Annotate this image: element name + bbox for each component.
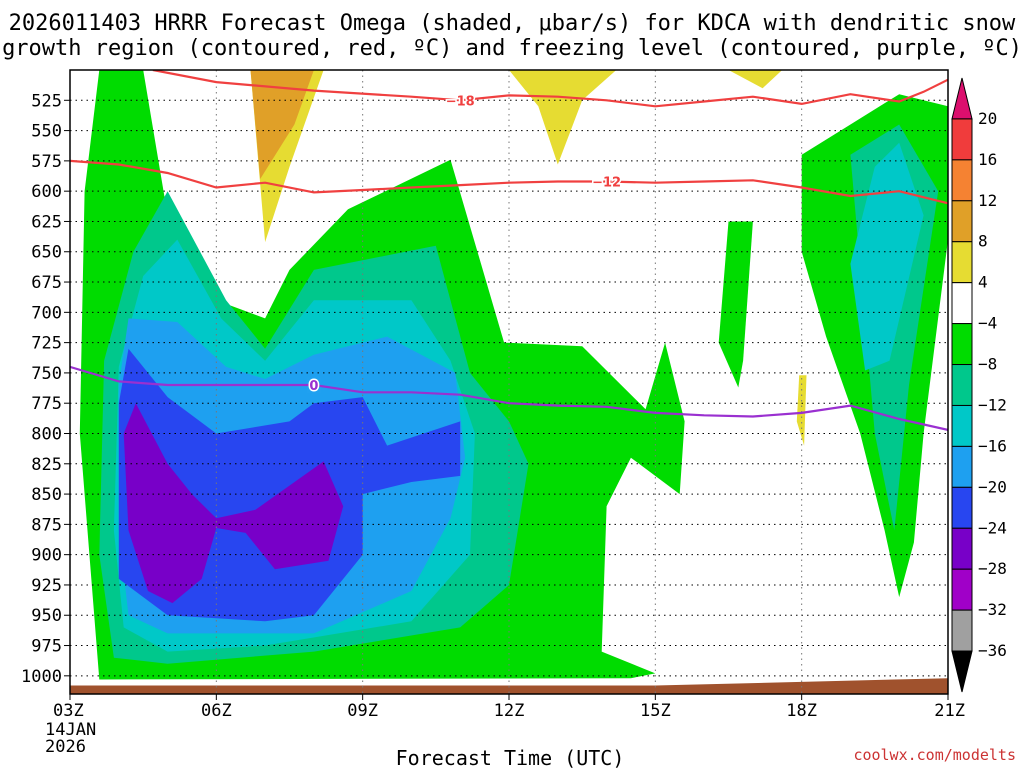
credit-text: coolwx.com/modelts: [853, 746, 1016, 764]
dgz-top-label: −18: [446, 94, 475, 109]
colorbar-label: −24: [978, 518, 1007, 537]
colorbar-swatch: [951, 364, 973, 406]
y-tick-label: 900: [31, 546, 62, 566]
y-axis: 525 550 575 600 625 650 675 700 725 750 775 800 825 8…: [21, 91, 70, 687]
colorbar: 20 16 12 8 4 −4 −8 −12 −16 −20 −24 −28 −32 −36: [951, 77, 1007, 693]
omega-region-14: [123, 403, 344, 604]
omega-shading: [70, 70, 948, 694]
omega-region-1: [162, 70, 314, 179]
y-tick-label: 575: [31, 152, 62, 172]
x-tick-label: 21Z: [934, 701, 965, 721]
dgz-top-contour: [152, 70, 948, 108]
y-tick-label: 600: [31, 182, 62, 202]
colorbar-swatch: [951, 650, 973, 693]
y-tick-label: 625: [31, 212, 62, 232]
freezing-level-label: 0: [309, 379, 318, 394]
colorbar-swatch: [951, 77, 973, 120]
colorbar-label: −16: [978, 436, 1007, 455]
colorbar-swatch: [951, 241, 973, 284]
y-tick-label: 550: [31, 122, 62, 142]
colorbar-swatch: [951, 445, 973, 488]
x-date-label: 14JAN: [45, 720, 96, 740]
dgz-bottom-label: −12: [592, 175, 621, 190]
colorbar-swatch: [951, 609, 973, 652]
colorbar-label: 16: [978, 150, 997, 169]
title-line-1: 2026011403 HRRR Forecast Omega (shaded, …: [9, 11, 1016, 36]
colorbar-label: −28: [978, 559, 1007, 578]
colorbar-label: −8: [978, 355, 997, 374]
y-tick-label: 650: [31, 243, 62, 263]
y-tick-label: 850: [31, 485, 62, 505]
colorbar-label: 20: [978, 109, 997, 128]
title-line-2: growth region (contoured, red, ºC) and f…: [2, 36, 1022, 61]
colorbar-label: −4: [978, 314, 997, 333]
colorbar-label: 12: [978, 191, 997, 210]
colorbar-label: −12: [978, 395, 1007, 414]
x-tick-label: 15Z: [640, 701, 671, 721]
colorbar-swatch: [951, 282, 973, 325]
x-date-label: 2026: [45, 737, 86, 757]
contours: −18 −12 0: [70, 70, 948, 431]
x-tick-label: 12Z: [494, 701, 525, 721]
grid: [70, 70, 948, 694]
colorbar-swatch: [951, 568, 973, 611]
y-tick-label: 925: [31, 576, 62, 596]
y-tick-label: 750: [31, 364, 62, 384]
colorbar-swatch: [951, 118, 973, 161]
y-tick-label: 825: [31, 455, 62, 475]
y-tick-label: 675: [31, 273, 62, 293]
y-tick-label: 725: [31, 334, 62, 354]
y-tick-label: 700: [31, 303, 62, 323]
freezing-level-contour: [70, 365, 948, 431]
colorbar-label: −20: [978, 477, 1007, 496]
x-tick-label: 18Z: [786, 701, 817, 721]
colorbar-label: −32: [978, 600, 1007, 619]
x-tick-label: 06Z: [201, 701, 232, 721]
colorbar-label: 4: [978, 273, 988, 292]
y-tick-label: 775: [31, 394, 62, 414]
y-tick-label: 950: [31, 606, 62, 626]
colorbar-label: 8: [978, 232, 988, 251]
colorbar-swatch: [951, 404, 973, 447]
omega-region-3: [728, 70, 783, 89]
y-tick-label: 800: [31, 424, 62, 444]
y-tick-label: 975: [31, 637, 62, 657]
colorbar-label: −36: [978, 641, 1007, 660]
omega-region-2: [509, 70, 617, 165]
x-axis-label: Forecast Time (UTC): [396, 746, 625, 768]
y-tick-label: 875: [31, 515, 62, 535]
x-tick-label: 09Z: [347, 701, 378, 721]
omega-region-4: [796, 375, 807, 446]
colorbar-swatch: [951, 200, 973, 243]
x-tick-label: 03Z: [53, 701, 84, 721]
colorbar-swatch: [951, 486, 973, 529]
colorbar-swatch: [951, 527, 973, 570]
colorbar-swatch: [951, 159, 973, 202]
y-tick-label: 1000: [21, 667, 62, 687]
omega-region-11: [850, 142, 924, 371]
y-tick-label: 525: [31, 91, 62, 111]
dgz-bottom-contour: [70, 159, 948, 205]
colorbar-swatch: [951, 323, 973, 366]
omega-region-6: [718, 221, 753, 388]
